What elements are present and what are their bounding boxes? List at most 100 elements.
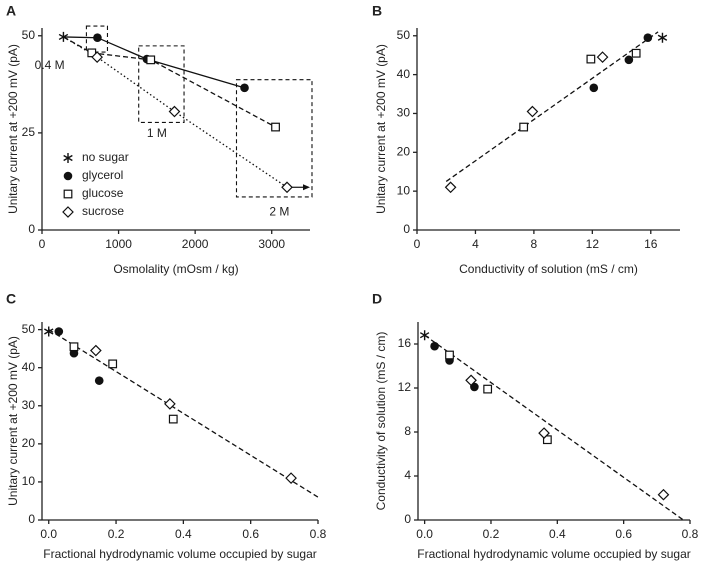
point [285, 472, 297, 484]
point [430, 341, 439, 351]
x-tick-label: 0.4 [549, 527, 566, 541]
y-tick-label: 12 [398, 380, 412, 394]
point [168, 414, 178, 424]
y-axis-label: Unitary current at +200 mV (pA) [6, 336, 20, 506]
x-tick-label: 8 [531, 237, 538, 251]
point [631, 48, 641, 58]
fit-line [445, 31, 659, 182]
x-tick-label: 0.6 [242, 527, 259, 541]
x-tick-label: 0.8 [682, 527, 699, 541]
legend-label: glycerol [82, 168, 123, 182]
x-tick-label: 1000 [105, 237, 132, 251]
point [542, 435, 552, 445]
point [44, 326, 54, 337]
point [586, 54, 596, 64]
legend-marker [63, 189, 73, 199]
y-tick-label: 10 [397, 183, 411, 197]
x-tick-label: 2000 [182, 237, 209, 251]
point [54, 327, 64, 336]
x-tick-label: 0.2 [108, 527, 125, 541]
point [445, 350, 454, 360]
x-tick-label: 0 [39, 237, 46, 251]
series-line [63, 36, 245, 89]
x-tick-label: 0.2 [483, 527, 500, 541]
x-axis-label: Fractional hydrodynamic volume occupied … [417, 547, 690, 561]
point [164, 398, 176, 410]
y-tick-label: 16 [398, 336, 412, 350]
y-tick-label: 10 [22, 474, 36, 488]
y-tick-label: 4 [404, 468, 411, 482]
annotation: 0.4 M [35, 58, 65, 72]
arrow-head [303, 184, 310, 191]
legend-marker [63, 153, 73, 163]
y-tick-label: 20 [22, 436, 36, 450]
x-axis-label: Conductivity of solution (mS / cm) [459, 262, 638, 276]
point [419, 330, 430, 341]
point [58, 31, 69, 42]
legend-marker [63, 171, 73, 181]
x-tick-label: 4 [472, 237, 479, 251]
y-tick-label: 30 [397, 106, 411, 120]
y-tick-label: 30 [22, 398, 36, 412]
point [108, 359, 118, 369]
legend-label: no sugar [82, 150, 129, 164]
panel-letter: D [372, 291, 382, 307]
panel: B 0 10 20 30 40 50 0 4 8 12 16 Conductivity of solut… [372, 3, 680, 276]
x-tick-label: 0.0 [416, 527, 433, 541]
x-tick-label: 0.6 [615, 527, 632, 541]
panel: A 0 25 50 0 1000 2000 3000 Osmolality (mOsm / kg… [6, 3, 313, 276]
legend-label: sucrose [82, 204, 124, 218]
panel: D 0 4 8 12 16 0.0 0.2 0.4 0.6 0.8 Fractional hydrod… [372, 291, 699, 561]
point [240, 83, 249, 93]
point [90, 344, 102, 357]
y-tick-label: 50 [22, 322, 36, 336]
y-tick-label: 0 [403, 222, 410, 236]
point [596, 51, 609, 63]
y-tick-label: 40 [397, 67, 411, 81]
point [281, 181, 293, 194]
legend-label: glucose [82, 186, 124, 200]
y-tick-label: 50 [22, 28, 36, 42]
fit-line [48, 329, 319, 498]
fit-line [424, 334, 684, 521]
y-tick-label: 0 [28, 512, 35, 526]
y-tick-label: 50 [397, 28, 411, 42]
x-tick-label: 0.0 [40, 527, 57, 541]
point [526, 105, 539, 118]
panel: C 0 10 20 30 40 50 0.0 0.2 0.4 0.6 0.8 Fractional hy… [6, 291, 327, 561]
point [483, 384, 493, 394]
group-box [138, 45, 185, 123]
point [538, 427, 550, 439]
x-tick-label: 0.4 [175, 527, 192, 541]
point [168, 105, 181, 118]
x-tick-label: 16 [644, 237, 658, 251]
annotation: 1 M [147, 126, 167, 140]
point [657, 32, 668, 43]
x-tick-label: 0 [414, 237, 421, 251]
y-tick-label: 25 [22, 125, 36, 139]
panel-letter: A [6, 3, 16, 19]
y-tick-label: 0 [404, 512, 411, 526]
x-axis-label: Osmolality (mOsm / kg) [113, 262, 238, 276]
point [91, 51, 103, 63]
y-tick-label: 20 [397, 144, 411, 158]
y-axis-label: Conductivity of solution (mS / cm) [374, 332, 388, 511]
x-axis-label: Fractional hydrodynamic volume occupied … [43, 547, 316, 561]
point [624, 55, 634, 65]
group-box [235, 79, 313, 198]
x-tick-label: 12 [586, 237, 600, 251]
x-tick-label: 3000 [258, 237, 285, 251]
point [69, 342, 79, 352]
point [94, 376, 104, 385]
annotation: 2 M [269, 205, 289, 219]
panel-letter: C [6, 291, 16, 307]
panel-letter: B [372, 3, 382, 19]
point [657, 488, 670, 501]
point [643, 33, 653, 43]
point [519, 122, 529, 132]
point [271, 122, 280, 132]
point [146, 55, 156, 65]
point [444, 181, 457, 194]
x-tick-label: 0.8 [310, 527, 327, 541]
